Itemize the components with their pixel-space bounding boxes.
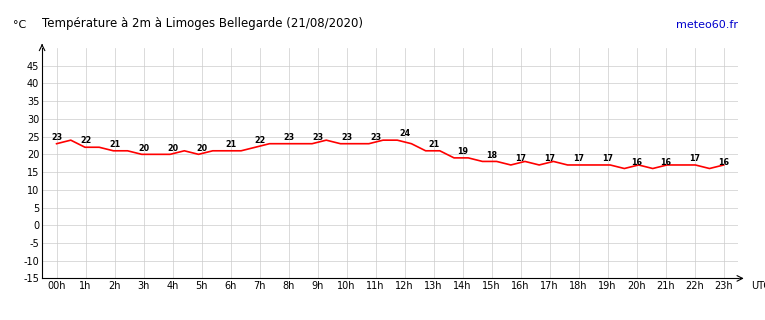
Text: 17: 17: [602, 154, 614, 163]
Text: 22: 22: [80, 136, 91, 146]
Text: 21: 21: [225, 140, 236, 149]
Text: 18: 18: [486, 151, 497, 160]
Text: 16: 16: [660, 158, 671, 167]
Text: 23: 23: [51, 133, 62, 142]
Text: 20: 20: [167, 144, 178, 153]
Text: 17: 17: [689, 154, 700, 163]
Text: 23: 23: [370, 133, 381, 142]
Text: Température à 2m à Limoges Bellegarde (21/08/2020): Température à 2m à Limoges Bellegarde (2…: [42, 17, 363, 29]
Text: 21: 21: [109, 140, 120, 149]
Text: 24: 24: [399, 129, 410, 138]
Text: °C: °C: [13, 20, 26, 29]
Text: 22: 22: [254, 136, 265, 146]
Text: 20: 20: [196, 144, 207, 153]
Text: 16: 16: [718, 158, 729, 167]
Text: 17: 17: [544, 154, 555, 163]
Text: 23: 23: [312, 133, 323, 142]
Text: 17: 17: [515, 154, 526, 163]
Text: 16: 16: [631, 158, 642, 167]
Text: 21: 21: [428, 140, 439, 149]
Text: UTC: UTC: [750, 281, 765, 291]
Text: 23: 23: [341, 133, 352, 142]
Text: 19: 19: [457, 147, 468, 156]
Text: 23: 23: [283, 133, 295, 142]
Text: 17: 17: [573, 154, 584, 163]
Text: meteo60.fr: meteo60.fr: [676, 20, 738, 29]
Text: 20: 20: [138, 144, 149, 153]
